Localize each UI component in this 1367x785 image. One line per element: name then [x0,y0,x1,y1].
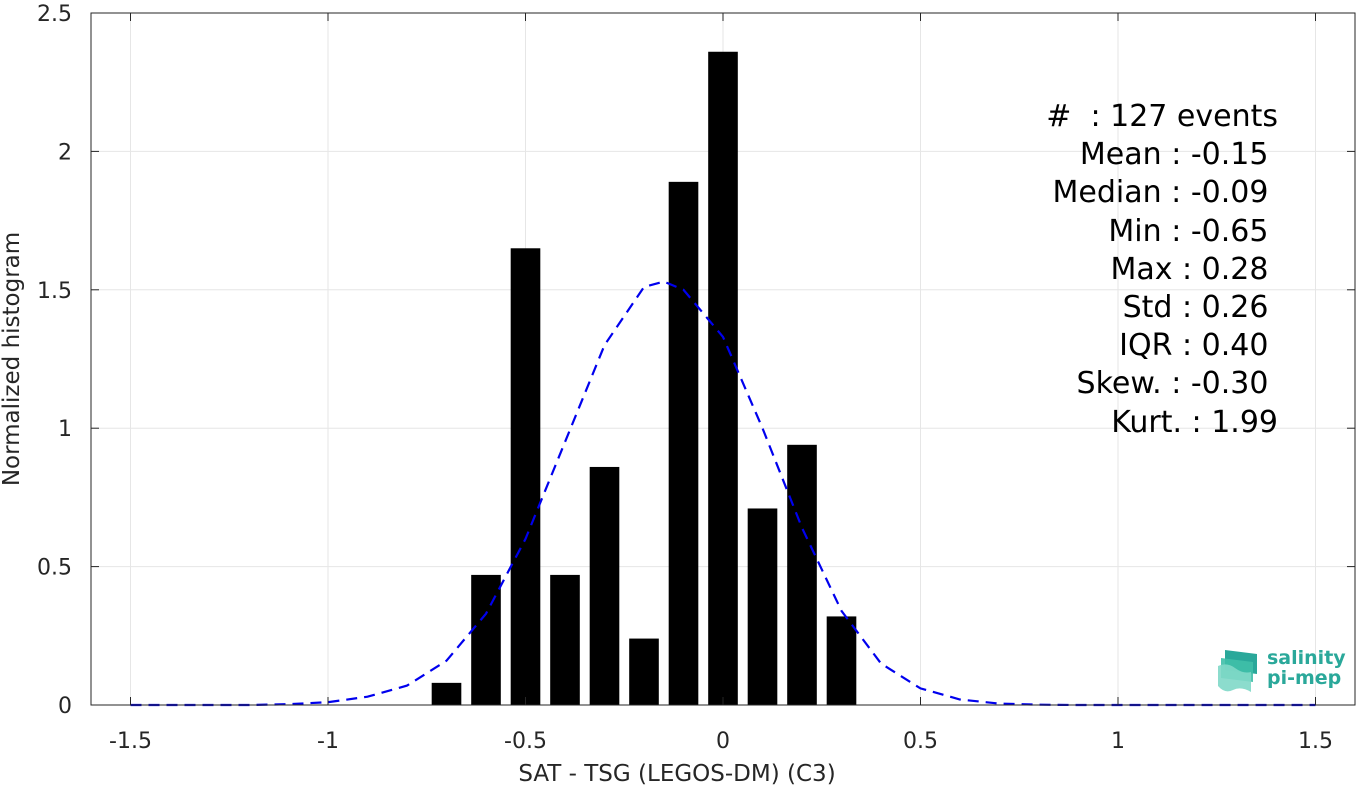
histogram-bar [747,508,778,705]
histogram-bar [431,682,462,705]
stat-line: Mean : -0.15 [1079,137,1278,173]
histogram-bar [471,574,501,705]
histogram-bar [629,638,659,705]
stat-line: # : 127 events [1046,99,1278,134]
histogram-bar [510,248,541,705]
bars [431,51,857,705]
stat-line: Kurt. : 1.99 [1111,404,1278,440]
wave-layers-icon [1218,650,1257,692]
x-tick-label: -1.5 [109,729,152,754]
gaussian-fit-curve [130,280,1316,707]
logo-line-2: pi-mep [1267,667,1342,689]
y-axis-label: Normalized histogram [0,232,25,486]
x-tick-label: 0 [716,729,730,754]
stat-line: Min : -0.65 [1108,213,1278,249]
y-tick-label: 1.5 [37,279,72,304]
y-tick-label: 1 [58,417,72,442]
stat-line: Max : 0.28 [1110,251,1278,287]
histogram-bar [589,466,620,705]
y-tick-label: 0 [58,694,72,719]
stat-line: Std : 0.26 [1122,290,1278,326]
ticks: -1.5 -1 -0.5 0 0.5 1 1.5 0 0.5 1 1.5 2 2.5 [37,2,1355,754]
y-tick-label: 2 [58,140,72,165]
x-axis-label: SAT - TSG (LEGOS-DM) (C3) [518,761,835,785]
stat-line: IQR : 0.40 [1119,328,1278,364]
histogram-bar [668,181,699,705]
x-tick-label: -0.5 [504,729,547,754]
histogram-bar [826,616,857,705]
x-tick-label: 0.5 [903,729,938,754]
histogram-bar [550,574,580,705]
salinity-pi-mep-logo: salinity pi-mep [1217,648,1347,694]
stat-line: Skew. : -0.30 [1076,366,1278,402]
stat-line: Median : -0.09 [1052,175,1278,211]
logo-line-1: salinity [1267,647,1346,669]
y-tick-label: 0.5 [37,556,72,581]
x-tick-label: -1 [317,729,339,754]
histogram-bar [787,444,817,705]
x-tick-label: 1 [1111,729,1125,754]
statistics-box: # : 127 events Mean : -0.15 Median : -0.0… [1046,98,1278,442]
x-tick-label: 1.5 [1298,729,1333,754]
y-tick-label: 2.5 [37,2,72,27]
histogram-bar [708,51,738,705]
